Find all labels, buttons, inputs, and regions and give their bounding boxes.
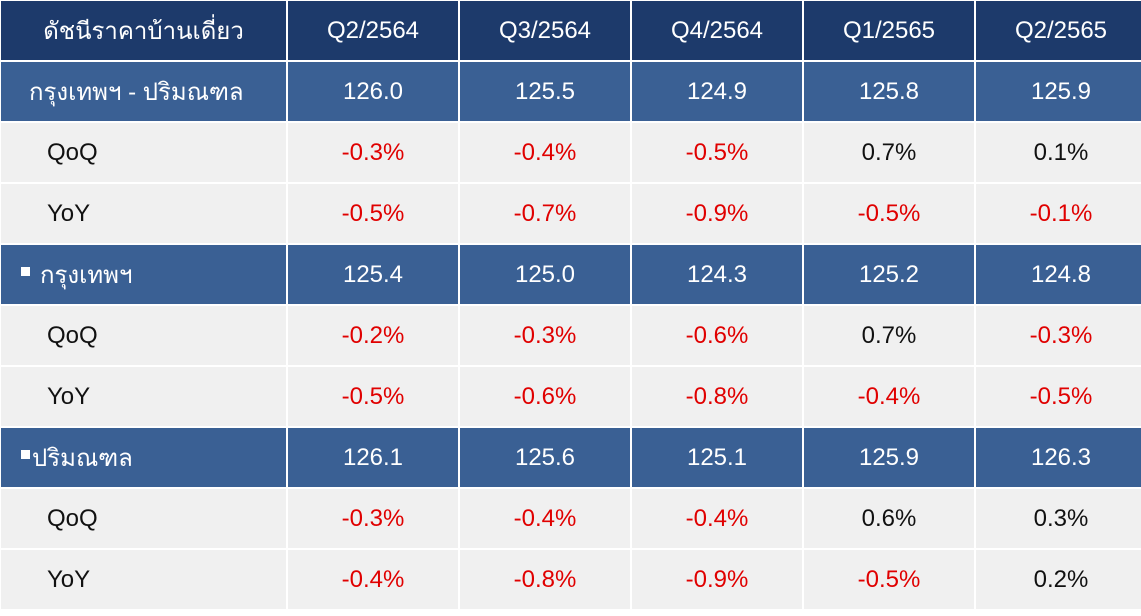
section-label-cell: ปริมณฑล [1, 428, 286, 487]
yoy-label: YoY [1, 550, 286, 609]
index-value: 125.2 [804, 245, 974, 304]
qoq-value: -0.4% [460, 489, 630, 548]
index-value: 125.8 [804, 62, 974, 121]
yoy-value: -0.9% [632, 550, 802, 609]
index-value: 126.1 [288, 428, 458, 487]
index-value: 125.0 [460, 245, 630, 304]
yoy-value: -0.7% [460, 184, 630, 243]
qoq-value: -0.4% [632, 489, 802, 548]
qoq-value: 0.7% [804, 306, 974, 365]
column-header: Q2/2565 [976, 1, 1141, 60]
section-label-cell: กรุงเทพฯ [1, 245, 286, 304]
qoq-value: 0.7% [804, 123, 974, 182]
qoq-label: QoQ [1, 306, 286, 365]
bullet-icon [21, 450, 30, 459]
column-header: Q3/2564 [460, 1, 630, 60]
index-value: 125.1 [632, 428, 802, 487]
yoy-value: -0.4% [288, 550, 458, 609]
qoq-label: QoQ [1, 489, 286, 548]
qoq-label: QoQ [1, 123, 286, 182]
yoy-value: -0.8% [460, 550, 630, 609]
index-value: 124.9 [632, 62, 802, 121]
section-label: กรุงเทพฯ [40, 262, 133, 289]
section-label: กรุงเทพฯ - ปริมณฑล [1, 62, 286, 121]
yoy-label: YoY [1, 367, 286, 426]
yoy-value: -0.5% [804, 184, 974, 243]
qoq-value: -0.6% [632, 306, 802, 365]
section-label: ปริมณฑล [32, 445, 133, 472]
yoy-label: YoY [1, 184, 286, 243]
column-header: Q1/2565 [804, 1, 974, 60]
yoy-value: -0.4% [804, 367, 974, 426]
index-value: 125.9 [976, 62, 1141, 121]
qoq-value: 0.1% [976, 123, 1141, 182]
yoy-value: 0.2% [976, 550, 1141, 609]
qoq-value: -0.5% [632, 123, 802, 182]
index-value: 126.0 [288, 62, 458, 121]
qoq-value: -0.3% [460, 306, 630, 365]
yoy-value: -0.5% [288, 367, 458, 426]
yoy-value: -0.8% [632, 367, 802, 426]
index-value: 124.8 [976, 245, 1141, 304]
qoq-value: -0.4% [460, 123, 630, 182]
qoq-value: -0.3% [976, 306, 1141, 365]
index-value: 124.3 [632, 245, 802, 304]
index-value: 125.6 [460, 428, 630, 487]
bullet-icon [21, 267, 30, 276]
qoq-value: -0.2% [288, 306, 458, 365]
yoy-value: -0.6% [460, 367, 630, 426]
yoy-value: -0.5% [288, 184, 458, 243]
index-value: 125.5 [460, 62, 630, 121]
qoq-value: 0.3% [976, 489, 1141, 548]
column-header: Q4/2564 [632, 1, 802, 60]
table-title: ดัชนีราคาบ้านเดี่ยว [1, 1, 286, 60]
yoy-value: -0.9% [632, 184, 802, 243]
qoq-value: 0.6% [804, 489, 974, 548]
qoq-value: -0.3% [288, 489, 458, 548]
index-value: 125.4 [288, 245, 458, 304]
yoy-value: -0.1% [976, 184, 1141, 243]
index-value: 126.3 [976, 428, 1141, 487]
qoq-value: -0.3% [288, 123, 458, 182]
yoy-value: -0.5% [804, 550, 974, 609]
column-header: Q2/2564 [288, 1, 458, 60]
yoy-value: -0.5% [976, 367, 1141, 426]
index-value: 125.9 [804, 428, 974, 487]
